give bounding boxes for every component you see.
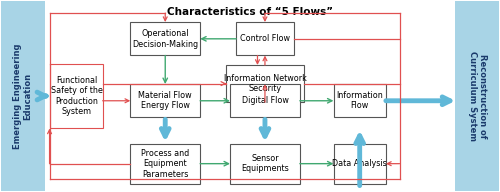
Text: Material Flow
Energy Flow: Material Flow Energy Flow xyxy=(138,91,192,110)
Text: Reconstruction of
Curriculum System: Reconstruction of Curriculum System xyxy=(468,51,487,141)
Text: Process and
Equipment
Parameters: Process and Equipment Parameters xyxy=(141,149,190,179)
Text: Information
Flow: Information Flow xyxy=(336,91,383,110)
FancyBboxPatch shape xyxy=(456,1,500,191)
FancyBboxPatch shape xyxy=(130,22,200,55)
FancyBboxPatch shape xyxy=(0,1,44,191)
FancyBboxPatch shape xyxy=(130,84,200,118)
Text: Operational
Decision-Making: Operational Decision-Making xyxy=(132,29,198,49)
FancyBboxPatch shape xyxy=(236,22,294,55)
Text: Emerging Engineering
Education: Emerging Engineering Education xyxy=(13,43,32,149)
Text: Digital Flow: Digital Flow xyxy=(242,96,288,105)
FancyBboxPatch shape xyxy=(130,144,200,184)
Text: Sensor
Equipments: Sensor Equipments xyxy=(241,154,289,173)
Text: Data Analysis: Data Analysis xyxy=(332,159,387,168)
FancyBboxPatch shape xyxy=(50,64,102,128)
FancyBboxPatch shape xyxy=(334,144,386,184)
FancyBboxPatch shape xyxy=(230,84,300,118)
FancyBboxPatch shape xyxy=(334,84,386,118)
FancyBboxPatch shape xyxy=(226,65,304,102)
Text: Functional
Safety of the
Production
System: Functional Safety of the Production Syst… xyxy=(50,76,102,116)
Text: Control Flow: Control Flow xyxy=(240,34,290,43)
FancyBboxPatch shape xyxy=(230,144,300,184)
Text: Information Network
Security: Information Network Security xyxy=(224,74,306,93)
Text: Characteristics of “5 Flows”: Characteristics of “5 Flows” xyxy=(167,7,333,17)
